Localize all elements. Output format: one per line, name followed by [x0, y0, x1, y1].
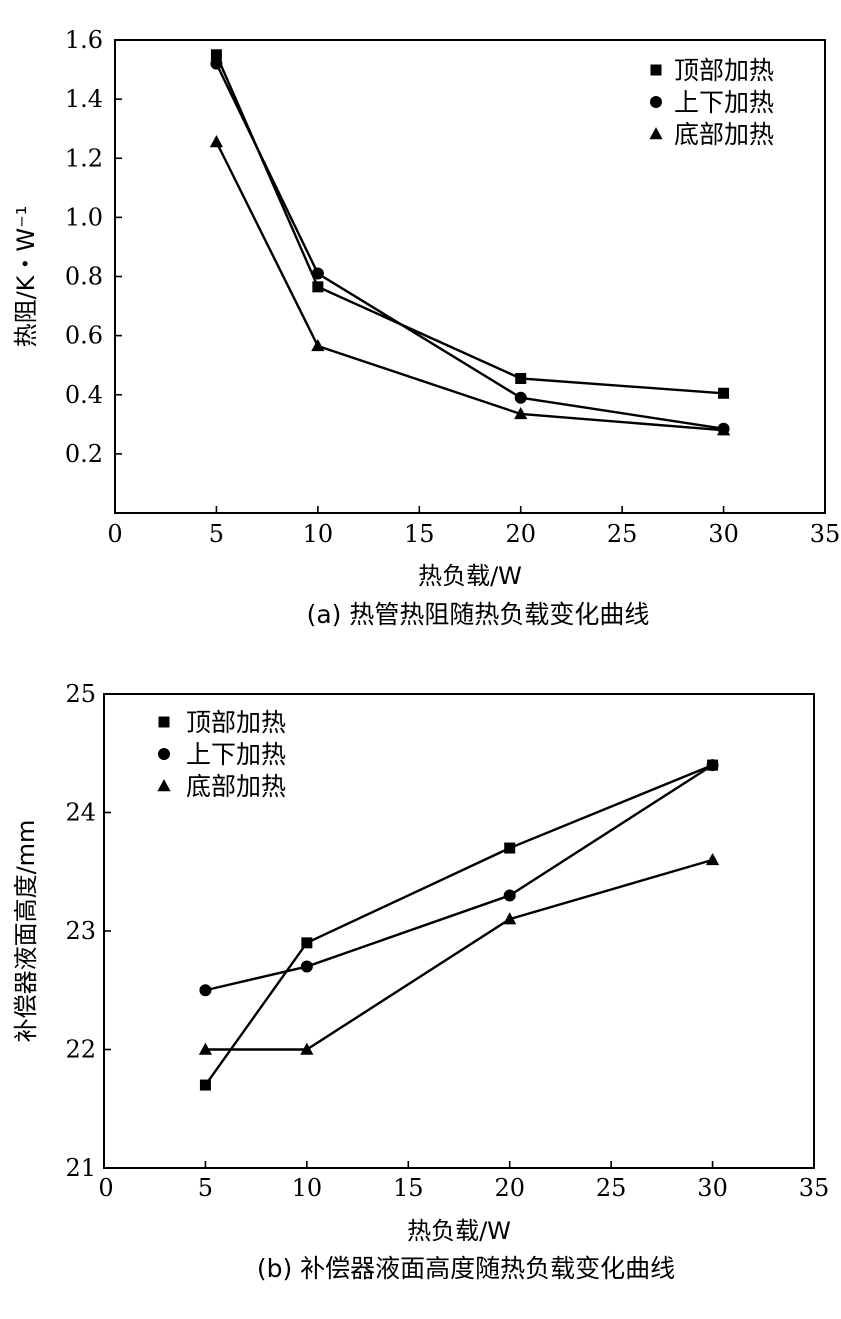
x-tick-label: 15 [393, 1174, 424, 1202]
x-axis-label: 热负载/W [407, 1217, 511, 1245]
y-tick-label: 23 [65, 917, 96, 945]
data-point [503, 912, 517, 925]
x-tick-label: 35 [810, 520, 841, 548]
x-tick-label: 35 [799, 1174, 830, 1202]
data-point [311, 267, 324, 280]
x-tick-label: 0 [98, 1174, 113, 1202]
y-tick-label: 0.8 [65, 263, 103, 291]
y-tick-label: 0.4 [65, 381, 103, 409]
legend-marker-triangle [157, 779, 171, 792]
series-line [215, 63, 724, 430]
y-tick-label: 1.4 [65, 85, 103, 113]
data-point [198, 1042, 213, 1055]
data-point [311, 339, 325, 352]
series-line [205, 764, 714, 992]
x-tick-label: 25 [596, 1174, 627, 1202]
data-point [718, 387, 730, 399]
legend-label: 上下加热 [674, 88, 774, 117]
series-circle [199, 759, 719, 997]
data-point [706, 759, 719, 772]
legend-label: 顶部加热 [674, 56, 774, 85]
chart-b: 0 5 10 15 20 25 30 35 21 22 23 24 25 热负载/W 补偿器液面高度/mm (… [12, 680, 829, 1283]
y-tick-label: 25 [65, 680, 96, 708]
y-tick-label: 1.6 [65, 26, 103, 54]
x-tick-label: 20 [494, 1174, 525, 1202]
x-tick-label: 25 [607, 520, 638, 548]
x-tick-label: 10 [292, 1174, 323, 1202]
data-point [210, 49, 222, 61]
y-tick-label: 22 [65, 1036, 96, 1064]
data-point [300, 1042, 314, 1055]
legend-label: 底部加热 [674, 120, 774, 149]
data-point [199, 984, 212, 997]
x-tick-label: 15 [404, 520, 435, 548]
x-tick-label: 5 [198, 1174, 213, 1202]
data-point [705, 852, 720, 866]
data-point [716, 423, 731, 436]
legend-marker-circle [158, 748, 170, 760]
data-point [312, 281, 324, 293]
data-point [503, 889, 516, 902]
x-axis-label: 热负载/W [418, 562, 522, 590]
data-point [515, 372, 527, 384]
y-axis-label: 热阻/K・W⁻¹ [12, 206, 40, 348]
x-tick-label: 30 [708, 520, 739, 548]
x-tick-label: 5 [209, 520, 224, 548]
data-point [209, 135, 224, 148]
legend-label: 上下加热 [186, 740, 286, 769]
y-tick-label: 1.2 [65, 144, 103, 172]
data-point [300, 960, 313, 973]
data-point [514, 391, 527, 404]
x-tick-label: 20 [505, 520, 536, 548]
legend-marker-square [650, 64, 662, 76]
data-point [210, 57, 223, 70]
y-tick-label: 1.0 [65, 203, 103, 231]
series-line [215, 54, 724, 395]
legend-label: 底部加热 [186, 772, 286, 801]
data-point [504, 842, 516, 854]
series-line [215, 141, 724, 432]
series-triangle [209, 135, 731, 436]
y-tick-label: 0.2 [65, 440, 103, 468]
series-circle [210, 57, 730, 435]
legend-marker-square [158, 716, 170, 728]
series-line [205, 858, 713, 1051]
y-tick-label: 21 [65, 1154, 96, 1182]
x-tick-label: 10 [303, 520, 334, 548]
chart-a: 0 5 10 15 20 25 30 35 0.2 0.4 0.6 0.8 1.0 1.2 1.4 1.6 热负… [12, 26, 840, 629]
data-point [514, 407, 528, 420]
data-point [199, 1079, 211, 1091]
x-tick-label: 30 [697, 1174, 728, 1202]
series-triangle [198, 852, 720, 1055]
y-tick-label: 0.6 [65, 322, 103, 350]
figure-caption: (a) 热管热阻随热负载变化曲线 [307, 600, 650, 629]
legend-marker-circle [650, 96, 662, 108]
legend-label: 顶部加热 [186, 708, 286, 737]
legend-marker-triangle [649, 127, 663, 140]
y-axis-label: 补偿器液面高度/mm [12, 820, 40, 1043]
series-line [204, 763, 714, 1086]
data-point [301, 937, 313, 949]
x-tick-label: 0 [107, 520, 122, 548]
series-square [199, 759, 719, 1091]
y-tick-label: 24 [65, 799, 96, 827]
figure-caption: (b) 补偿器液面高度随热负载变化曲线 [257, 1254, 675, 1283]
